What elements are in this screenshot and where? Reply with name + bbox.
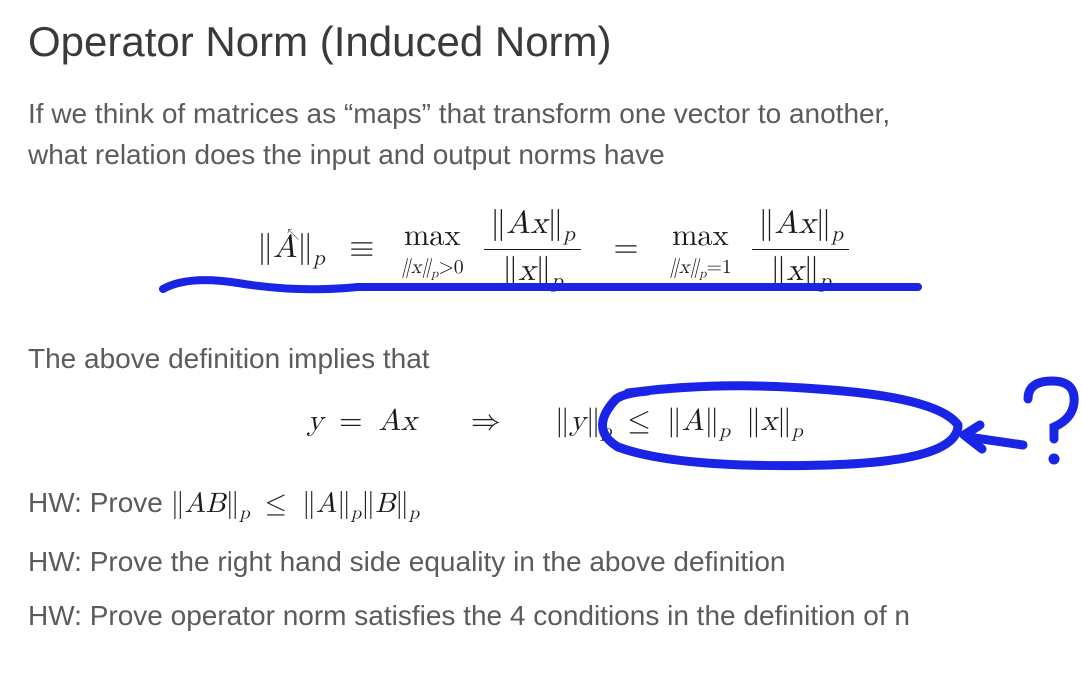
hw1-p-3: p <box>409 503 419 522</box>
eq2-p-2: p <box>719 421 730 441</box>
eq1-max-label-1: max <box>401 217 464 254</box>
eq2-y: y <box>307 406 323 436</box>
eq1-frac1-num-p: p <box>563 224 575 245</box>
intro-line-2: what relation does the input and output … <box>28 139 665 170</box>
eq2-x: x <box>761 406 777 436</box>
hw-2: HW: Prove the right hand side equality i… <box>28 546 1082 578</box>
eq1-max-1: max ∥x∥p>0 <box>401 217 464 283</box>
eq2-Ax: Ax <box>378 406 416 436</box>
hw1-p-1: p <box>239 503 249 522</box>
hw1-p-2: p <box>351 503 361 522</box>
eq2-p-1: p <box>601 421 612 441</box>
eq1-eq: = <box>595 232 656 264</box>
eq1-frac1-num: Ax <box>506 208 547 240</box>
eq1-frac1-den-p: p <box>551 272 563 293</box>
eq1-p-1: p <box>313 248 325 269</box>
hw-3: HW: Prove operator norm satisfies the 4 … <box>28 600 1082 632</box>
hw-1: HW: Prove ∥AB∥p ≤ ∥A∥p∥B∥p <box>28 487 1082 524</box>
intro-line-1: If we think of matrices as “maps” that t… <box>28 98 890 129</box>
eq1-max-2: max ∥x∥p=1 <box>669 217 732 283</box>
hw1-prefix: HW: Prove <box>28 487 171 518</box>
equation-implication: y = Ax ⇒ ∥y∥p ≤ ∥A∥p ∥x∥p <box>28 403 1082 443</box>
cursor-icon: ↖ <box>287 227 299 241</box>
eq1-frac-2: ∥Ax∥p ∥x∥p <box>752 205 849 295</box>
eq1-cond-gt0-l: ∥x∥ <box>401 257 431 277</box>
eq2-A: A <box>682 406 705 436</box>
eq1-cond-eq1-r: =1 <box>706 257 731 277</box>
eq1-frac-1: ∥Ax∥p ∥x∥p <box>484 205 581 295</box>
eq1-cond-eq1-l: ∥x∥ <box>669 257 699 277</box>
eq2-eq: = <box>333 406 368 436</box>
eq1-frac2-den-p: p <box>819 272 831 293</box>
eq1-frac2-num-p: p <box>831 224 843 245</box>
implies-text: The above definition implies that <box>28 339 1082 380</box>
eq1-frac1-den: x <box>518 255 535 287</box>
page-root: Operator Norm (Induced Norm) If we think… <box>0 0 1082 632</box>
eq1-max-label-2: max <box>669 217 732 254</box>
eq2-implies: ⇒ <box>427 406 545 436</box>
eq1-def-eq: ≡ <box>335 232 388 264</box>
eq1-frac2-num: Ax <box>774 208 815 240</box>
eq2-p-3: p <box>792 421 803 441</box>
intro-paragraph: If we think of matrices as “maps” that t… <box>28 94 1082 175</box>
eq2-lhs-y: y <box>570 406 586 436</box>
page-title: Operator Norm (Induced Norm) <box>28 18 1082 66</box>
equation-definition: ∥A∥p ↖ ≡ max ∥x∥p>0 ∥Ax∥p ∥x∥p = max ∥x∥… <box>28 205 1082 295</box>
hw1-leq: ≤ <box>259 490 293 518</box>
hw1-AB: AB <box>185 490 226 518</box>
eq1-frac2-den: x <box>786 255 803 287</box>
hw1-A: A <box>316 490 337 518</box>
eq2-leq: ≤ <box>621 406 656 436</box>
eq1-cond-gt0-r: >0 <box>438 257 463 277</box>
hw1-B: B <box>375 490 395 518</box>
